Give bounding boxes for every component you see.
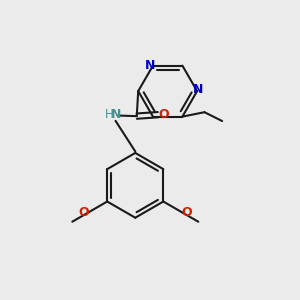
Text: O: O: [182, 206, 192, 219]
Text: O: O: [79, 206, 89, 219]
Text: N: N: [145, 58, 155, 71]
Text: H: H: [105, 109, 114, 122]
Text: O: O: [158, 108, 169, 121]
Text: N: N: [193, 83, 203, 96]
Text: N: N: [111, 109, 121, 122]
